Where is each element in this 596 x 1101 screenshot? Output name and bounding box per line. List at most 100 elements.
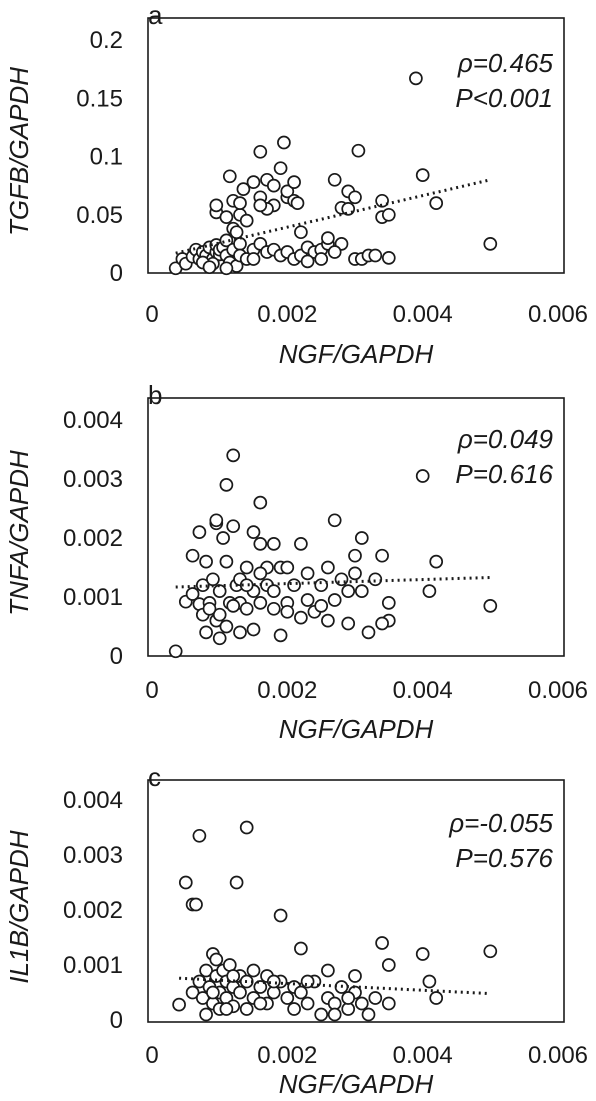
- data-point: [348, 969, 362, 983]
- data-point: [209, 198, 224, 213]
- y-tick-label: 0.003: [63, 842, 123, 869]
- data-point: [239, 560, 254, 575]
- data-point: [341, 991, 356, 1005]
- data-point: [348, 548, 362, 563]
- data-point: [246, 525, 261, 539]
- data-point: [266, 178, 281, 193]
- scatter-panel-a: a 0 0.05 0.1 0.15 0.2 0 0.002 0.004 0.006 NGF/GAPD…: [4, 0, 588, 369]
- x-tick-label: 0.006: [528, 677, 588, 704]
- y-tick-label: 0: [110, 643, 123, 670]
- data-point: [280, 991, 295, 1005]
- data-point: [185, 548, 200, 563]
- y-axis-title: TNFA/GAPDH: [4, 450, 34, 616]
- data-point: [219, 619, 234, 634]
- panel-label: c: [148, 762, 161, 792]
- data-point: [199, 625, 213, 640]
- data-point: [189, 897, 203, 912]
- data-point: [253, 566, 268, 581]
- panel-label: b: [148, 380, 162, 410]
- data-point: [185, 587, 200, 601]
- data-point: [216, 531, 230, 545]
- y-tick-label: 0: [110, 260, 123, 287]
- data-point: [429, 196, 444, 210]
- data-point: [361, 1007, 376, 1022]
- data-point: [229, 225, 244, 240]
- data-point: [202, 601, 217, 616]
- data-point: [236, 182, 251, 196]
- data-point: [226, 599, 241, 613]
- data-point: [253, 537, 268, 551]
- y-tick-label: 0.003: [63, 466, 123, 493]
- data-point: [415, 469, 430, 483]
- correlation-rho: ρ=0.465: [457, 48, 554, 78]
- x-axis-title: NGF/GAPDH: [279, 714, 434, 744]
- y-tick-label: 0.004: [63, 787, 123, 814]
- y-tick-label: 0.15: [76, 85, 123, 112]
- data-point: [368, 991, 383, 1005]
- scatter-panel-b: b 0 0.001 0.002 0.003 0.004 0 0.002 0.004 0.006 NG…: [4, 380, 588, 744]
- data-point: [239, 578, 254, 593]
- data-point: [314, 599, 329, 613]
- x-tick-label: 0: [145, 1042, 158, 1069]
- data-point: [195, 991, 210, 1005]
- data-point: [300, 593, 315, 607]
- correlation-p-value: P=0.616: [455, 459, 553, 489]
- data-point: [219, 1002, 234, 1016]
- data-point: [199, 963, 213, 978]
- correlation-rho: ρ=-0.055: [448, 808, 553, 838]
- data-point: [321, 231, 335, 245]
- data-point: [246, 252, 261, 266]
- data-point: [273, 628, 288, 643]
- x-tick-label: 0.002: [257, 301, 317, 328]
- data-point: [219, 478, 234, 492]
- data-point: [314, 578, 329, 593]
- data-point: [209, 513, 224, 528]
- x-axis-title: NGF/GAPDH: [279, 1069, 434, 1099]
- data-point: [212, 631, 227, 646]
- data-point: [334, 572, 349, 587]
- data-point: [321, 560, 335, 575]
- data-point: [253, 596, 268, 610]
- correlation-rho: ρ=0.049: [457, 424, 553, 454]
- data-point: [266, 584, 281, 598]
- data-point: [375, 193, 389, 208]
- data-point: [239, 213, 254, 228]
- y-tick-label: 0.05: [76, 202, 123, 229]
- data-point: [483, 237, 498, 251]
- data-point: [429, 991, 444, 1005]
- data-point: [239, 601, 254, 616]
- data-point: [290, 196, 305, 210]
- plot-frame: [147, 397, 565, 657]
- y-tick-label: 0.1: [90, 144, 123, 171]
- data-point: [294, 610, 308, 625]
- data-point: [212, 607, 227, 622]
- data-point: [192, 828, 207, 843]
- data-point: [368, 248, 383, 263]
- data-point: [212, 584, 227, 598]
- x-tick-label: 0.004: [393, 677, 453, 704]
- data-point: [195, 578, 210, 593]
- y-tick-label: 0.002: [63, 897, 123, 924]
- data-point: [226, 448, 241, 463]
- data-point: [192, 525, 207, 539]
- data-point: [246, 175, 261, 189]
- data-point: [321, 963, 335, 978]
- data-point: [273, 908, 288, 923]
- data-point: [280, 560, 295, 575]
- y-tick-label: 0.001: [63, 584, 123, 611]
- data-point: [422, 974, 437, 989]
- plot-frame: [147, 779, 565, 1023]
- data-point: [192, 974, 207, 989]
- data-point: [233, 985, 247, 1000]
- data-point: [483, 599, 498, 613]
- trend-line: [175, 576, 491, 589]
- x-tick-label: 0.002: [257, 1042, 317, 1069]
- x-tick-label: 0: [145, 677, 158, 704]
- data-point: [206, 985, 220, 1000]
- data-point: [233, 196, 247, 210]
- y-tick-label: 0.004: [63, 407, 123, 434]
- data-point: [300, 566, 315, 581]
- y-tick-label: 0: [110, 1007, 123, 1034]
- data-point: [300, 254, 315, 269]
